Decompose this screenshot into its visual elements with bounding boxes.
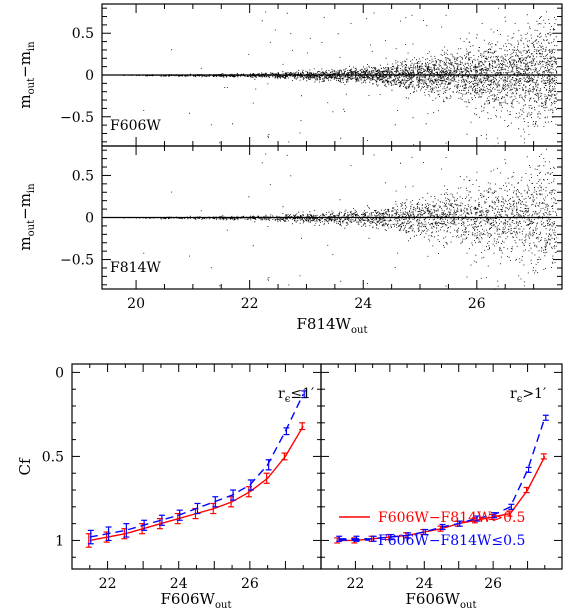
completeness-curves-inner bbox=[85, 390, 308, 548]
x-tick-label: 26 bbox=[468, 296, 486, 312]
y-tick-label: 0 bbox=[85, 211, 94, 227]
x-axis-label-cf-inner: F606Wout bbox=[161, 590, 232, 611]
completeness-curves-outer bbox=[334, 414, 549, 544]
y-tick-label: 1 bbox=[55, 533, 64, 549]
scatter-points-f606w bbox=[123, 7, 558, 147]
series-line bbox=[338, 417, 546, 540]
y-axis-label-f606w: mout−min bbox=[16, 41, 37, 109]
y-axis-label-f814w: mout−min bbox=[16, 183, 37, 251]
legend: F606W−F814W>0.5 F606W−F814W≤0.5 bbox=[339, 510, 525, 549]
annotation-inner: rϵ≤1′ bbox=[278, 386, 314, 405]
series-line bbox=[338, 456, 546, 542]
frame-cf-outer bbox=[320, 363, 563, 570]
y-tick-label: 0.5 bbox=[72, 26, 94, 42]
axis-ticks-f814w: −0.5 0 0.5 20 22 24 26 bbox=[60, 146, 562, 312]
panel-label-f814w: F814W bbox=[110, 260, 161, 276]
panel-f814w: −0.5 0 0.5 20 22 24 26 F814W mout−min F814Wout bbox=[16, 145, 563, 336]
y-axis-label-cf: Cf bbox=[16, 457, 34, 475]
y-tick-label: 0 bbox=[55, 365, 64, 381]
axis-ticks-outer: 22 24 26 bbox=[321, 364, 562, 592]
scatter-points bbox=[123, 7, 558, 147]
y-tick-label: −0.5 bbox=[60, 253, 94, 269]
x-tick-label: 20 bbox=[127, 296, 145, 312]
x-tick-label: 26 bbox=[241, 576, 259, 592]
x-tick-label: 22 bbox=[99, 576, 117, 592]
x-tick-label: 24 bbox=[170, 576, 188, 592]
x-tick-label: 22 bbox=[347, 576, 365, 592]
x-tick-label: 26 bbox=[484, 576, 502, 592]
legend-label-blue: F606W−F814W≤0.5 bbox=[378, 533, 525, 549]
x-axis-label-cf-outer: F606Wout bbox=[406, 590, 477, 611]
y-tick-label: 0.5 bbox=[42, 449, 64, 465]
panel-cf-outer: 22 24 26 rϵ>1′ F606Wout F606W−F814W>0.5 F6… bbox=[320, 363, 563, 611]
series-line bbox=[89, 393, 304, 538]
axis-ticks-f606w: −0.5 0 0.5 bbox=[60, 4, 562, 146]
y-tick-label: 0 bbox=[85, 68, 94, 84]
annotation-outer: rϵ>1′ bbox=[510, 386, 546, 405]
x-tick-label: 22 bbox=[241, 296, 259, 312]
y-tick-label: 0.5 bbox=[72, 168, 94, 184]
x-tick-label: 24 bbox=[354, 296, 372, 312]
frame-f814w bbox=[101, 145, 563, 290]
x-axis-label-f814w: F814Wout bbox=[297, 315, 368, 336]
y-tick-label: −0.5 bbox=[60, 110, 94, 126]
x-tick-label: 24 bbox=[415, 576, 433, 592]
panel-label-f606w: F606W bbox=[110, 118, 161, 134]
legend-label-red: F606W−F814W>0.5 bbox=[378, 510, 525, 526]
axis-ticks-inner: 22 24 26 0 0.5 1 bbox=[42, 364, 321, 592]
